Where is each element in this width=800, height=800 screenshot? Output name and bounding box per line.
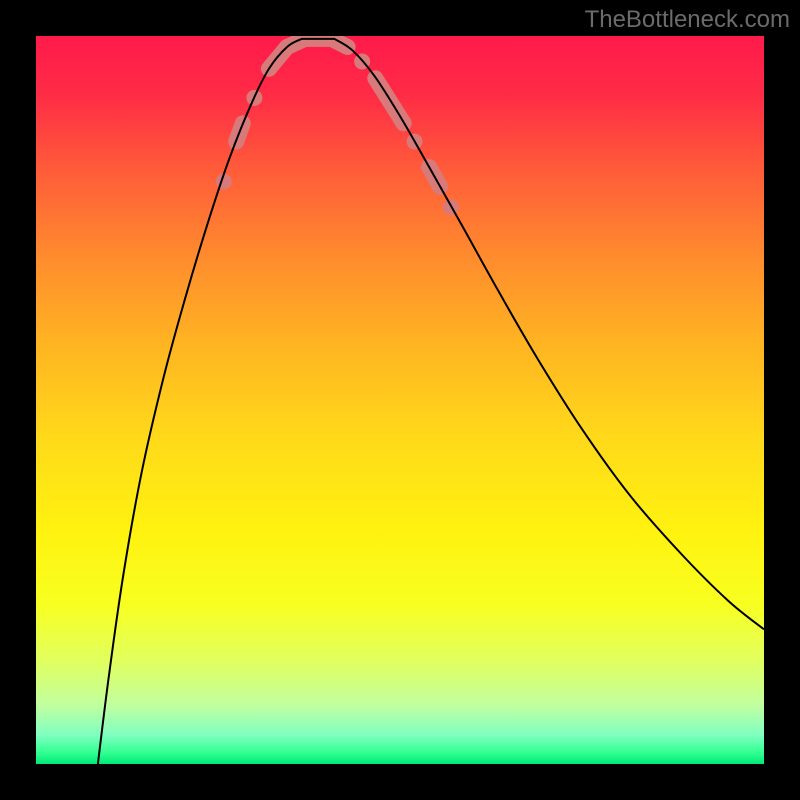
plot-area bbox=[35, 35, 765, 765]
chart-container: TheBottleneck.com bbox=[0, 0, 800, 800]
gradient-background bbox=[36, 36, 764, 764]
watermark-text: TheBottleneck.com bbox=[585, 6, 790, 34]
